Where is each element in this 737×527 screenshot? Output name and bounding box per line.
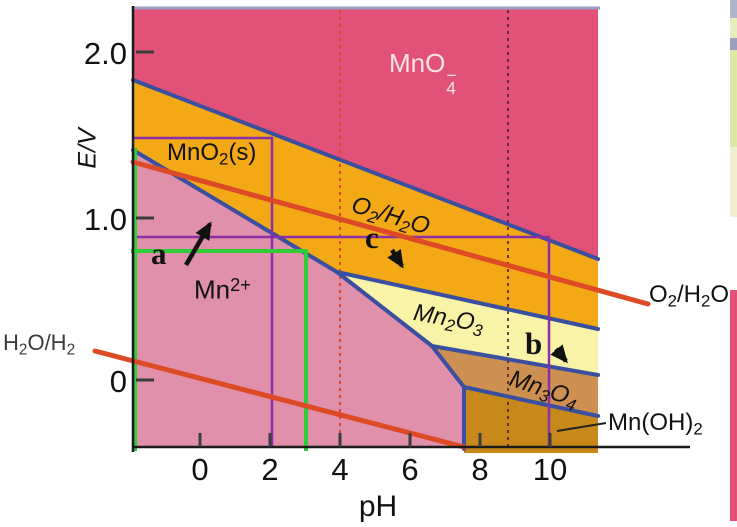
- region-label-mno2: MnO2(s): [167, 139, 257, 169]
- x-tick-label-6: 6: [401, 452, 419, 487]
- boundary-mn3o4-mnoh2: [462, 385, 600, 418]
- edge-strip-segment: [730, 290, 737, 521]
- x-axis-title: pH: [358, 490, 398, 523]
- annotation-b: b: [525, 326, 543, 361]
- x-tick-label-10: 10: [532, 452, 568, 487]
- edge-strip-segment: [730, 50, 737, 147]
- x-tick-label-2: 2: [261, 452, 279, 487]
- arrow-b: [550, 344, 568, 364]
- boundary-mn2o3-mn3o4: [430, 344, 600, 377]
- region-mn3o4: [432, 346, 598, 416]
- green-box-line: [131, 249, 308, 451]
- edge-strip-segment: [730, 18, 737, 38]
- x-tick-label-4: 4: [331, 452, 349, 487]
- mno4-subscript: 4: [446, 77, 456, 98]
- edge-strip-segment: [730, 147, 737, 217]
- h2o-h2-line: [92, 348, 467, 450]
- line-label-o2h2o-margin: O2/H2O: [649, 281, 730, 311]
- tick-marks: [136, 50, 552, 447]
- mno4-superscript: −: [446, 64, 457, 85]
- region-mn2o3: [337, 272, 598, 375]
- arrow-c: [387, 248, 404, 269]
- annotation-arrows: [184, 221, 568, 364]
- y-tick-label-1.0: 1.0: [83, 202, 127, 237]
- region-mn2plus: [133, 150, 464, 447]
- purple-guide-1: [133, 136, 274, 447]
- region-mno2: [133, 80, 598, 329]
- boundary-mno4-mno2: [131, 78, 600, 261]
- y-tick-label-2.0: 2.0: [83, 36, 127, 71]
- boundary-mn2plus-mn2o3: [335, 270, 434, 348]
- y-tick-label-0: 0: [109, 364, 127, 399]
- region-label-mnoh2: Mn(OH)2: [608, 409, 703, 439]
- edge-strip-segment: [730, 0, 737, 18]
- region-label-mno4: MnO −4: [389, 48, 457, 98]
- arrow-a: [184, 221, 212, 267]
- boundary-mn2plus-mn3o4: [430, 344, 466, 389]
- purple-guide-2: [133, 235, 551, 447]
- x-tick-label-0: 0: [191, 452, 209, 487]
- y-axis-title: E/V: [73, 128, 102, 169]
- x-tick-label-8: 8: [471, 452, 489, 487]
- line-label-h2oh2: H2O/H2: [3, 330, 76, 359]
- annotation-c: c: [365, 220, 379, 255]
- region-mno4: [133, 8, 598, 259]
- annotation-a: a: [151, 236, 167, 271]
- o2-h2o-line: [130, 159, 651, 307]
- region-mnoh2: [464, 387, 598, 453]
- green-highlight: [131, 148, 308, 451]
- mnoh2-leader-line: [556, 422, 607, 432]
- boundary-mno2-mn2o3: [335, 270, 600, 331]
- purple-guides: [133, 136, 551, 447]
- edge-strip-segment: [730, 38, 737, 50]
- region-label-mn2plus: Mn2+: [194, 274, 251, 305]
